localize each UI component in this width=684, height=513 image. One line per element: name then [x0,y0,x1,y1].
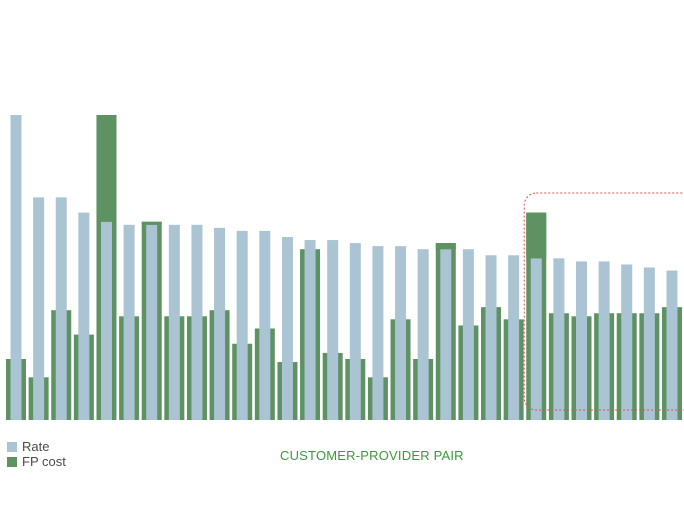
bar-rate-22 [485,255,497,420]
bar-rate-7 [146,224,158,420]
bar-rate-10 [214,227,226,420]
legend-swatch-rate [7,441,17,452]
bar-rate-23 [508,255,520,420]
bar-rate-17 [372,246,384,420]
bar-rate-3 [55,197,67,420]
bar-rate-4 [78,212,90,420]
bar-rate-25 [553,258,565,420]
bar-rate-2 [33,197,45,420]
legend-label-rate: Rate [22,439,50,454]
legend-item-fp-cost: FP cost [7,454,66,469]
bars-group [6,115,682,420]
bar-rate-20 [440,249,452,420]
bar-rate-14 [304,240,316,420]
bar-rate-30 [666,270,678,420]
bar-rate-24 [530,258,542,420]
bar-rate-15 [327,240,339,420]
bar-rate-5 [100,221,112,420]
bar-rate-6 [123,224,135,420]
bar-fp-cost-top-7 [141,221,162,225]
bar-rate-11 [236,230,248,420]
legend: Rate FP cost [7,439,66,469]
bar-rate-28 [621,264,633,420]
bar-rate-13 [281,237,293,420]
bar-rate-26 [576,261,587,420]
bar-rate-19 [417,249,429,420]
bar-rate-27 [598,261,610,420]
legend-label-fp-cost: FP cost [22,454,66,469]
bar-rate-8 [168,224,180,420]
bar-rate-1 [10,115,22,420]
bar-rate-21 [462,249,474,420]
highlight-region [523,192,684,411]
bar-rate-12 [259,230,271,420]
x-axis-label: CUSTOMER-PROVIDER PAIR [280,448,464,463]
bar-rate-18 [395,246,407,420]
bar-rate-9 [191,224,203,420]
legend-swatch-fp-cost [7,456,17,467]
legend-item-rate: Rate [7,439,66,454]
bar-rate-29 [643,267,655,420]
highlight-region-group [523,192,684,411]
bar-fp-cost-top-20 [435,243,456,250]
bar-fp-cost-top-5 [96,115,117,222]
bar-fp-cost-top-24 [526,212,547,259]
bar-rate-16 [349,243,361,420]
